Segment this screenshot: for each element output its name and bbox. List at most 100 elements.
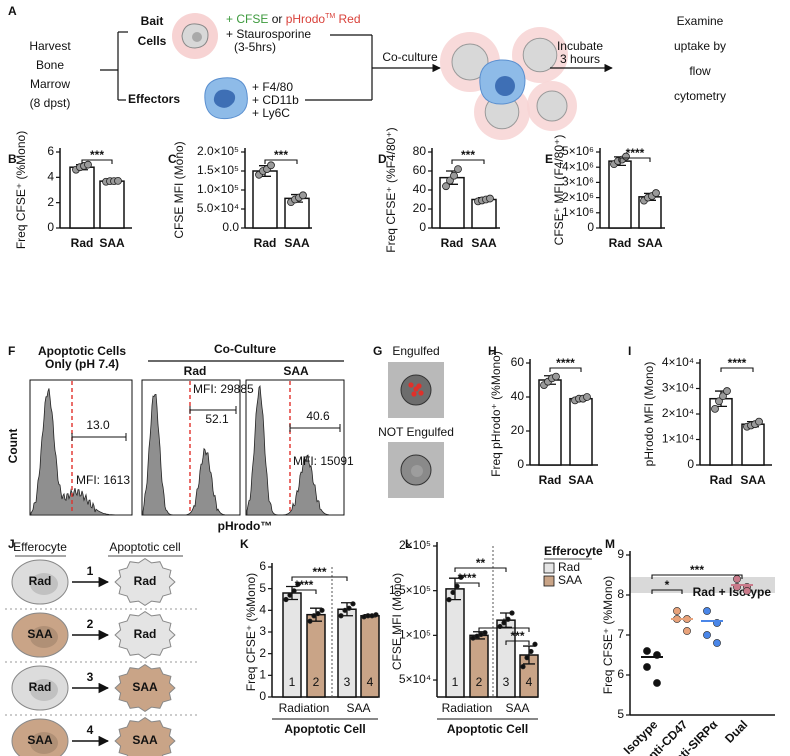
harvest-text: (8 dpst) bbox=[30, 96, 71, 110]
legend-title: Efferocyte bbox=[544, 544, 603, 558]
apoptotic-cell bbox=[114, 558, 176, 606]
group-label: SAA bbox=[346, 701, 370, 715]
data-point bbox=[450, 171, 458, 180]
significance-label: * bbox=[665, 578, 670, 592]
treatment-part: CFSE bbox=[236, 12, 268, 26]
legend-label: Rad bbox=[558, 560, 580, 574]
x-tick-label: Dual bbox=[722, 717, 750, 745]
data-point bbox=[442, 182, 450, 191]
data-point bbox=[295, 581, 301, 587]
marker-text: + Ly6C bbox=[252, 106, 290, 120]
data-point bbox=[552, 372, 560, 381]
data-point bbox=[673, 607, 681, 615]
significance-bracket bbox=[291, 589, 317, 594]
treatment-part: TM bbox=[325, 13, 335, 20]
y-tick-label: 2.0×10⁵ bbox=[197, 144, 239, 158]
data-point bbox=[454, 165, 462, 174]
coculture-title: Co-Culture bbox=[214, 342, 276, 356]
x-tick-label: SAA bbox=[99, 236, 125, 250]
bar-label: 4 bbox=[367, 675, 374, 689]
y-tick-label: 5 bbox=[259, 581, 266, 595]
examine-text: uptake by bbox=[674, 39, 726, 53]
efferocyte-nucleus bbox=[30, 573, 58, 595]
panel-label: M bbox=[605, 537, 615, 551]
significance-label: *** bbox=[690, 563, 704, 577]
data-point bbox=[524, 655, 530, 661]
effectors-text: Effectors bbox=[128, 92, 180, 106]
y-tick-label: 2×10⁵ bbox=[399, 538, 431, 552]
incubate-text: Incubate bbox=[557, 39, 603, 53]
data-point bbox=[311, 613, 317, 619]
bar-label: 1 bbox=[452, 675, 459, 689]
significance-label: **** bbox=[728, 356, 747, 370]
data-point bbox=[350, 601, 356, 607]
y-tick-label: 2×10⁴ bbox=[662, 406, 694, 420]
image-title: Engulfed bbox=[392, 344, 439, 358]
y-tick-label: 4 bbox=[259, 603, 266, 617]
data-point bbox=[755, 417, 763, 426]
axis-title: Count bbox=[6, 429, 20, 464]
data-point bbox=[711, 404, 719, 413]
y-tick-label: 6 bbox=[617, 667, 624, 681]
cell-label: SAA bbox=[132, 733, 158, 747]
apoptotic-cell bbox=[522, 37, 558, 73]
gate-value: 40.6 bbox=[306, 409, 330, 423]
bar bbox=[99, 180, 125, 229]
data-point bbox=[373, 612, 379, 618]
y-tick-label: 60 bbox=[511, 355, 525, 369]
significance-bracket bbox=[264, 159, 298, 164]
data-point bbox=[743, 587, 751, 595]
data-point bbox=[346, 605, 352, 611]
x-tick-label: Rad bbox=[441, 236, 464, 250]
y-tick-label: 1.5×10⁵ bbox=[197, 163, 239, 177]
y-tick-label: 3×10⁴ bbox=[662, 381, 694, 395]
significance-bracket bbox=[454, 582, 480, 587]
data-point bbox=[315, 610, 321, 617]
data-point bbox=[703, 607, 711, 615]
treatment-part: Red bbox=[335, 12, 360, 26]
y-tick-label: 20 bbox=[413, 201, 427, 215]
bar bbox=[538, 379, 562, 466]
significance-bracket bbox=[619, 157, 651, 162]
y-tick-label: 0 bbox=[587, 220, 594, 234]
group-label: Radiation bbox=[279, 701, 330, 715]
apoptotic-cell bbox=[114, 611, 176, 659]
apoptotic-cell bbox=[114, 664, 176, 712]
reference-label: Rad + Isotype bbox=[693, 585, 772, 599]
mfi-label: MFI: 1613 bbox=[76, 473, 130, 487]
bar-label: 1 bbox=[289, 675, 296, 689]
cell-label: SAA bbox=[27, 733, 53, 747]
y-tick-label: 4 bbox=[47, 170, 54, 184]
data-point bbox=[653, 679, 661, 687]
panel-label: I bbox=[628, 344, 631, 358]
coculture-text: Co-culture bbox=[382, 50, 438, 64]
significance-label: * bbox=[502, 616, 507, 630]
y-tick-label: 5×10⁶ bbox=[562, 144, 594, 158]
data-point bbox=[643, 647, 651, 655]
group-label: SAA bbox=[505, 701, 529, 715]
x-tick-label: SAA bbox=[637, 236, 663, 250]
y-tick-label: 6 bbox=[259, 559, 266, 573]
coculture-nucleus bbox=[495, 76, 515, 96]
significance-bracket bbox=[651, 589, 683, 594]
x-tick-label: Rad bbox=[539, 473, 562, 487]
treatment-part: pHrodo bbox=[286, 12, 326, 26]
y-tick-label: 2 bbox=[259, 646, 266, 660]
harvest-text: Bone bbox=[36, 58, 64, 72]
bar-label: 2 bbox=[313, 675, 320, 689]
y-tick-label: 2×10⁶ bbox=[562, 190, 594, 204]
y-tick-label: 0 bbox=[47, 220, 54, 234]
panel-label: G bbox=[373, 344, 382, 358]
data-point bbox=[319, 607, 325, 613]
effector-nucleus bbox=[213, 89, 236, 108]
efferocyte-cell bbox=[11, 559, 69, 605]
y-tick-label: 4×10⁶ bbox=[562, 159, 594, 173]
data-point bbox=[307, 618, 313, 624]
bait-treatment: + CFSE or pHrodoTM Red bbox=[226, 12, 361, 26]
treatment-text: + Staurosporine bbox=[226, 27, 311, 41]
y-axis-title: Freq pHrodo⁺ (%Mono) bbox=[489, 351, 503, 477]
y-tick-label: 4×10⁴ bbox=[662, 355, 694, 369]
cell-label: Rad bbox=[134, 627, 157, 641]
data-point bbox=[287, 592, 293, 598]
engulfed-signal bbox=[408, 382, 414, 388]
